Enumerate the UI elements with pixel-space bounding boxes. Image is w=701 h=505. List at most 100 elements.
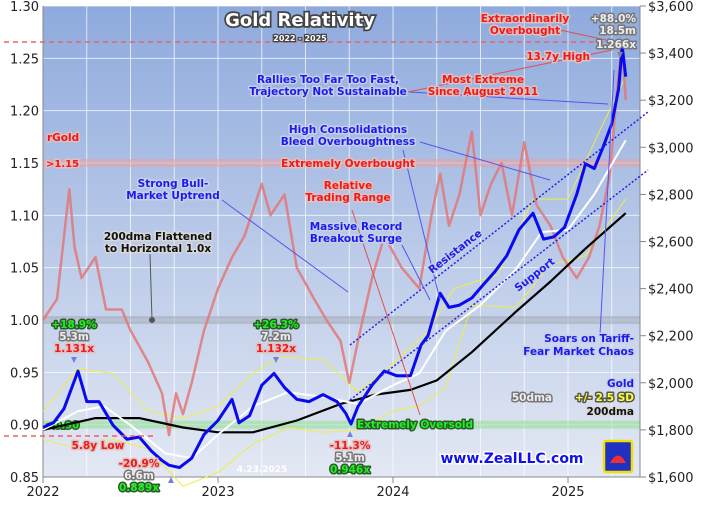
right-tick-label: $3,600: [648, 0, 694, 15]
plot-background: [43, 6, 640, 477]
band-label: >1.15: [46, 159, 79, 170]
chart-subtitle: 2022 - 2025: [273, 34, 327, 43]
stat-duration: 7.2m: [261, 331, 291, 343]
pointer-line: [599, 69, 615, 336]
flattened-label-1: 200dma Flattened: [104, 231, 212, 243]
down-marker-icon: [617, 52, 623, 58]
right-tick-label: $2,800: [648, 188, 694, 203]
stat-low-2022: -20.9% 6.6m 0.889x: [117, 457, 161, 496]
down-marker-icon: [273, 357, 279, 363]
stat-duration: 6.6m: [124, 470, 154, 482]
series-gold: [42, 44, 628, 470]
massive-breakout-label-2: Breakout Surge: [310, 233, 402, 245]
legend-200dma: 200dma: [587, 406, 634, 418]
legend-50dma: 50dma: [512, 392, 552, 404]
up-marker-icon: [168, 477, 174, 483]
high-13y-label: 13.7y High: [526, 51, 590, 63]
rallies-label-2: Trajectory Not Sustainable: [249, 86, 407, 98]
annotation-lines: [4, 29, 649, 437]
pointer-line: [402, 149, 441, 301]
extraordinarily-overbought-label-1: Extraordinarily: [481, 13, 570, 25]
flattened-label-2: to Horizontal 1.0x: [105, 243, 211, 255]
relative-range-label-2: Trading Range: [305, 192, 390, 204]
rgold-label: rGold: [47, 132, 79, 144]
stat-multiple: 0.946x: [330, 464, 370, 476]
threshold-band: [43, 316, 640, 324]
high-consolidations-label-2: Bleed Overboughtness: [281, 136, 415, 148]
stat-multiple: 0.889x: [119, 482, 159, 494]
chart-title: Gold Relativity: [225, 10, 375, 31]
right-tick-label: $2,200: [648, 330, 694, 345]
stat-peak-2025: +88.0% 18.5m 1.266x: [589, 12, 638, 53]
right-tick-label: $2,400: [648, 283, 694, 298]
annotations: rGold Extremely Overbought Extremely Ove…: [46, 12, 638, 496]
rallies-label-1: Rallies Too Far Too Fast,: [257, 74, 399, 86]
stat-pct: +18.9%: [51, 319, 97, 331]
x-tick-label: 2023: [201, 485, 234, 500]
left-tick-label: 1.15: [10, 157, 39, 172]
left-tick-label: 1.25: [10, 52, 39, 67]
pointer-line: [401, 244, 431, 301]
stat-multiple: 1.266x: [596, 39, 636, 51]
pointer-line: [559, 29, 616, 43]
pointer-line: [221, 199, 349, 293]
stat-duration: 18.5m: [599, 25, 636, 37]
bull-market-label-1: Strong Bull-: [138, 178, 209, 190]
soars-label-2: Fear Market Chaos: [523, 346, 634, 358]
stat-multiple: 1.131x: [54, 343, 94, 355]
right-tick-label: $3,200: [648, 94, 694, 109]
peak-trough-markers: [71, 52, 623, 483]
relative-range-label-1: Relative: [324, 180, 372, 192]
stat-peak-2023: +26.3% 7.2m 1.132x: [252, 318, 301, 357]
extremely-oversold-label: Extremely Oversold: [357, 419, 473, 431]
x-tick-label: 2025: [551, 485, 584, 500]
bull-market-label-2: Market Uptrend: [126, 190, 220, 202]
left-tick-label: 1.20: [10, 105, 39, 120]
stat-duration: 5.3m: [59, 331, 89, 343]
stat-pct: +26.3%: [253, 319, 299, 331]
series-lines: [41, 40, 628, 487]
down-marker-icon: [71, 357, 77, 363]
high-consolidations-label-1: High Consolidations: [289, 124, 407, 136]
axes: 0.85 0.90 0.95 1.00 1.05 1.10 1.15 1.20 1.25 1.30…: [10, 0, 693, 500]
stat-pct: -11.3%: [330, 440, 371, 452]
resistance-line: [349, 111, 649, 346]
right-tick-label: $3,400: [648, 47, 694, 62]
pointer-line: [419, 141, 551, 181]
stat-pct: +88.0%: [591, 13, 637, 25]
x-tick-label: 2022: [26, 485, 59, 500]
stat-multiple: 1.132x: [256, 343, 296, 355]
extremely-overbought-label: Extremely Overbought: [281, 158, 415, 170]
left-tick-label: 1.10: [10, 209, 39, 224]
series-rgold: [41, 40, 627, 437]
up-marker-icon: [347, 431, 353, 437]
stat-duration: 5.1m: [335, 452, 365, 464]
stat-pct: -20.9%: [119, 458, 160, 470]
right-tick-label: $2,600: [648, 236, 694, 251]
threshold-band: [43, 420, 640, 429]
soars-label-1: Soars on Tariff-: [544, 333, 634, 345]
series--2-5-sd: [42, 76, 627, 419]
left-tick-label: 1.05: [10, 262, 39, 277]
stat-low-2023: -11.3% 5.1m 0.946x: [328, 439, 372, 478]
series--2-5-sd: [42, 198, 627, 487]
left-tick-label: 1.00: [10, 314, 39, 329]
right-tick-label: $1,800: [648, 424, 694, 439]
extraordinarily-overbought-label-2: Overbought: [490, 25, 560, 37]
x-tick-label: 2024: [376, 485, 409, 500]
pointer-line: [149, 253, 153, 321]
legend-gold: Gold: [607, 378, 634, 390]
massive-breakout-label-1: Massive Record: [310, 221, 403, 233]
website-link[interactable]: www.ZealLLC.com: [439, 450, 585, 469]
pointer-line: [409, 91, 609, 105]
left-tick-label: 0.90: [10, 419, 39, 434]
left-tick-label: 0.85: [10, 471, 39, 486]
support-line: [349, 169, 649, 401]
most-extreme-label-2: Since August 2011: [428, 86, 538, 98]
series-200dma: [42, 212, 627, 434]
legend: Gold 50dma +/- 2.5 SD 200dma: [510, 377, 635, 420]
pointer-line: [407, 49, 613, 93]
left-tick-label: 1.30: [10, 0, 39, 15]
low-58y-label: 5.8y Low: [72, 440, 125, 452]
